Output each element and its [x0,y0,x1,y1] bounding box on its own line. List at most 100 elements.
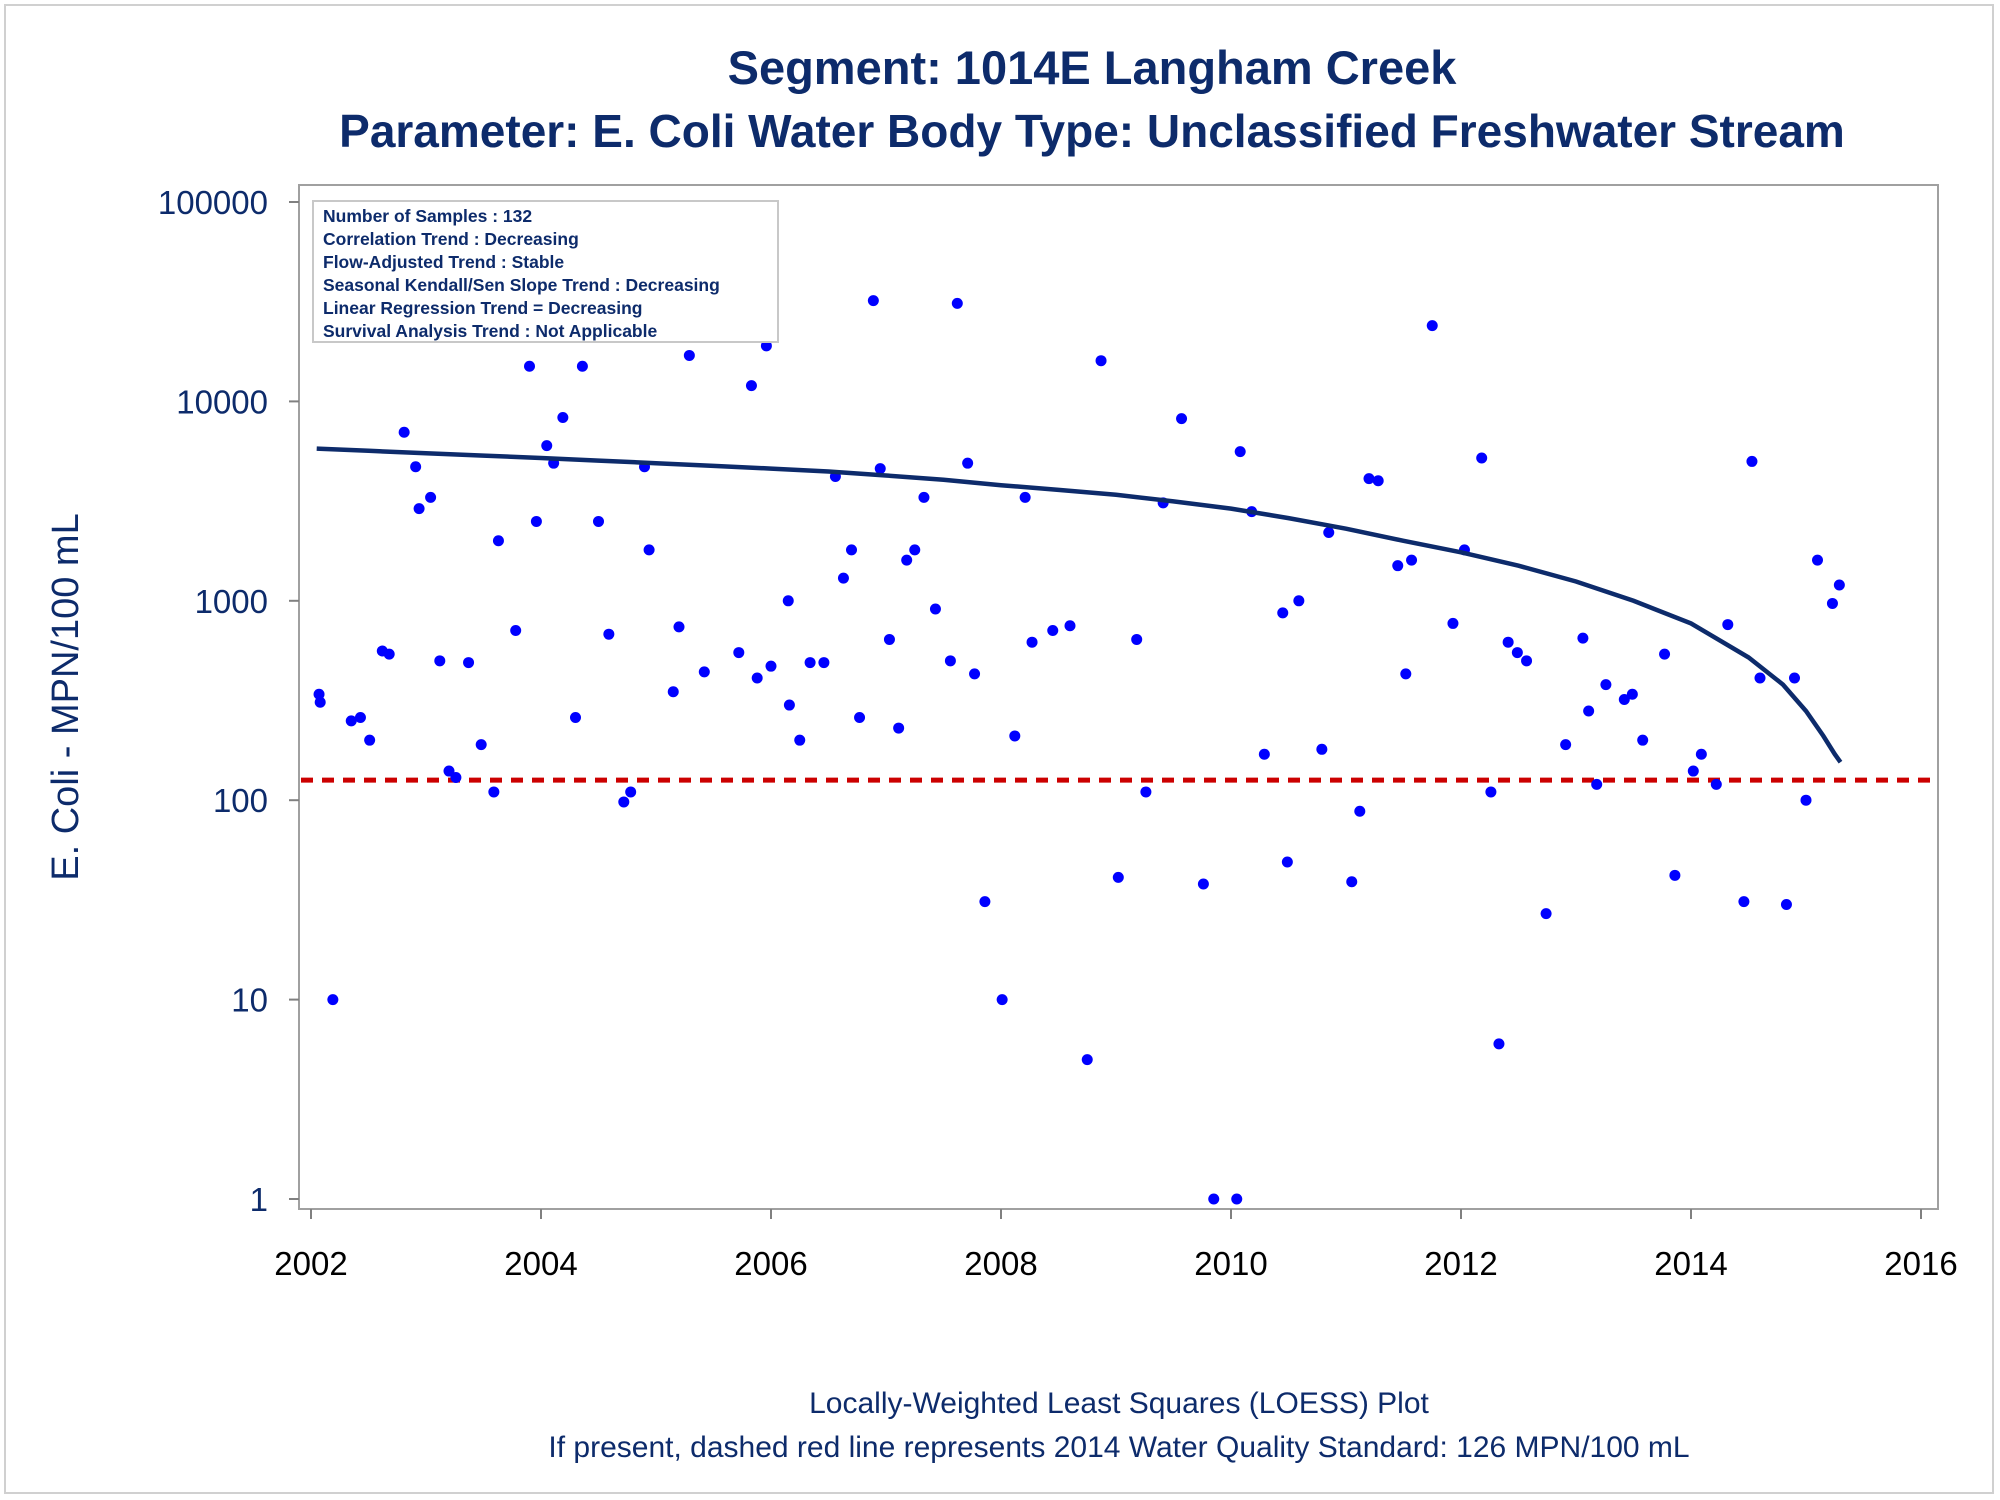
data-point [698,666,710,678]
stats-box [312,200,779,343]
data-point [1493,1038,1505,1050]
data-point [929,603,941,615]
data-point [1095,355,1107,367]
data-point [1540,908,1552,920]
data-point [1406,554,1418,566]
data-point [765,660,777,672]
data-point [570,711,581,723]
data-point [918,491,930,503]
data-point [1281,856,1293,868]
data-point [1081,1054,1093,1066]
data-point [524,360,535,372]
data-point [1476,452,1488,464]
data-point [576,360,588,372]
data-point [760,340,772,352]
data-point [944,655,956,667]
data-point [603,628,615,640]
x-tick-label: 2012 [1424,1245,1497,1282]
data-point [883,633,895,645]
data-point [951,297,963,309]
data-point [1669,869,1681,881]
data-point [364,734,376,746]
data-point [530,515,542,527]
data-point [1687,765,1699,777]
stats-line: Flow-Adjusted Trend : Stable [323,252,564,272]
data-point [1372,475,1384,487]
data-point [557,412,569,424]
y-tick-label: 10000 [176,383,268,420]
data-point [909,544,921,556]
data-point [1789,672,1800,684]
data-point [1140,786,1152,798]
data-point [1346,876,1358,888]
data-point [782,595,794,607]
data-point [969,668,981,680]
data-point [1637,734,1649,746]
stats-line: Survival Analysis Trend : Not Applicable [323,321,657,341]
x-tick-label: 2016 [1884,1245,1957,1282]
stats-line: Correlation Trend : Decreasing [323,229,579,249]
data-point [1800,794,1812,806]
stats-box-lines: Number of Samples : 132 Correlation Trend… [323,206,720,341]
data-point [1618,693,1630,705]
y-axis: 1 10 100 1000 10000 100000 [158,184,299,1218]
data-point [1363,473,1375,485]
data-point [398,426,410,438]
x-tick-label: 2014 [1654,1245,1727,1282]
data-point [1502,636,1514,648]
data-point [541,440,553,452]
data-point [854,711,866,723]
data-point [425,491,437,503]
stats-line: Linear Regression Trend = Decreasing [323,298,643,318]
data-point [1026,636,1038,648]
data-point [667,686,679,698]
data-point [475,739,487,751]
data-points [313,240,1845,1205]
data-point [1316,743,1328,755]
data-point [1754,672,1766,684]
data-point [1009,730,1021,742]
data-point [893,722,905,734]
data-point [1392,560,1404,572]
y-tick-label: 10 [231,982,268,1019]
data-point [443,765,455,777]
data-point [450,771,462,783]
data-point [345,715,357,727]
y-tick-label: 1 [250,1181,268,1218]
x-axis: 2002 2004 2006 2008 2010 2012 2014 2016 [274,1209,1958,1282]
chart-title: Segment: 1014E Langham Creek [728,41,1458,94]
data-point [996,994,1008,1006]
footnote-1: Locally-Weighted Least Squares (LOESS) P… [809,1387,1429,1420]
data-point [818,657,830,669]
data-point [413,503,425,515]
stats-line: Number of Samples : 132 [323,206,532,226]
data-point [1197,878,1209,890]
data-point [1047,624,1059,636]
data-point [1521,655,1533,667]
data-point [1577,632,1589,644]
data-point [1583,705,1595,717]
data-point [962,457,974,469]
data-point [1354,805,1366,817]
data-point [463,657,475,669]
data-point [874,463,886,475]
data-point [1208,1193,1220,1205]
data-point [1323,527,1335,539]
data-point [618,796,630,808]
data-point [593,515,604,527]
y-tick-label: 100000 [158,184,268,221]
data-point [1277,607,1289,619]
data-point [783,699,795,711]
data-point [745,380,757,392]
data-point [794,734,806,746]
data-point [1485,786,1497,798]
stats-line: Seasonal Kendall/Sen Slope Trend : Decre… [323,275,720,295]
data-point [1626,688,1638,700]
data-point [1019,491,1031,503]
data-point [492,535,504,547]
loess-curve [316,446,1843,764]
data-point [979,896,991,908]
data-point [1812,554,1823,566]
x-tick-label: 2004 [504,1245,577,1282]
x-tick-label: 2008 [964,1245,1037,1282]
